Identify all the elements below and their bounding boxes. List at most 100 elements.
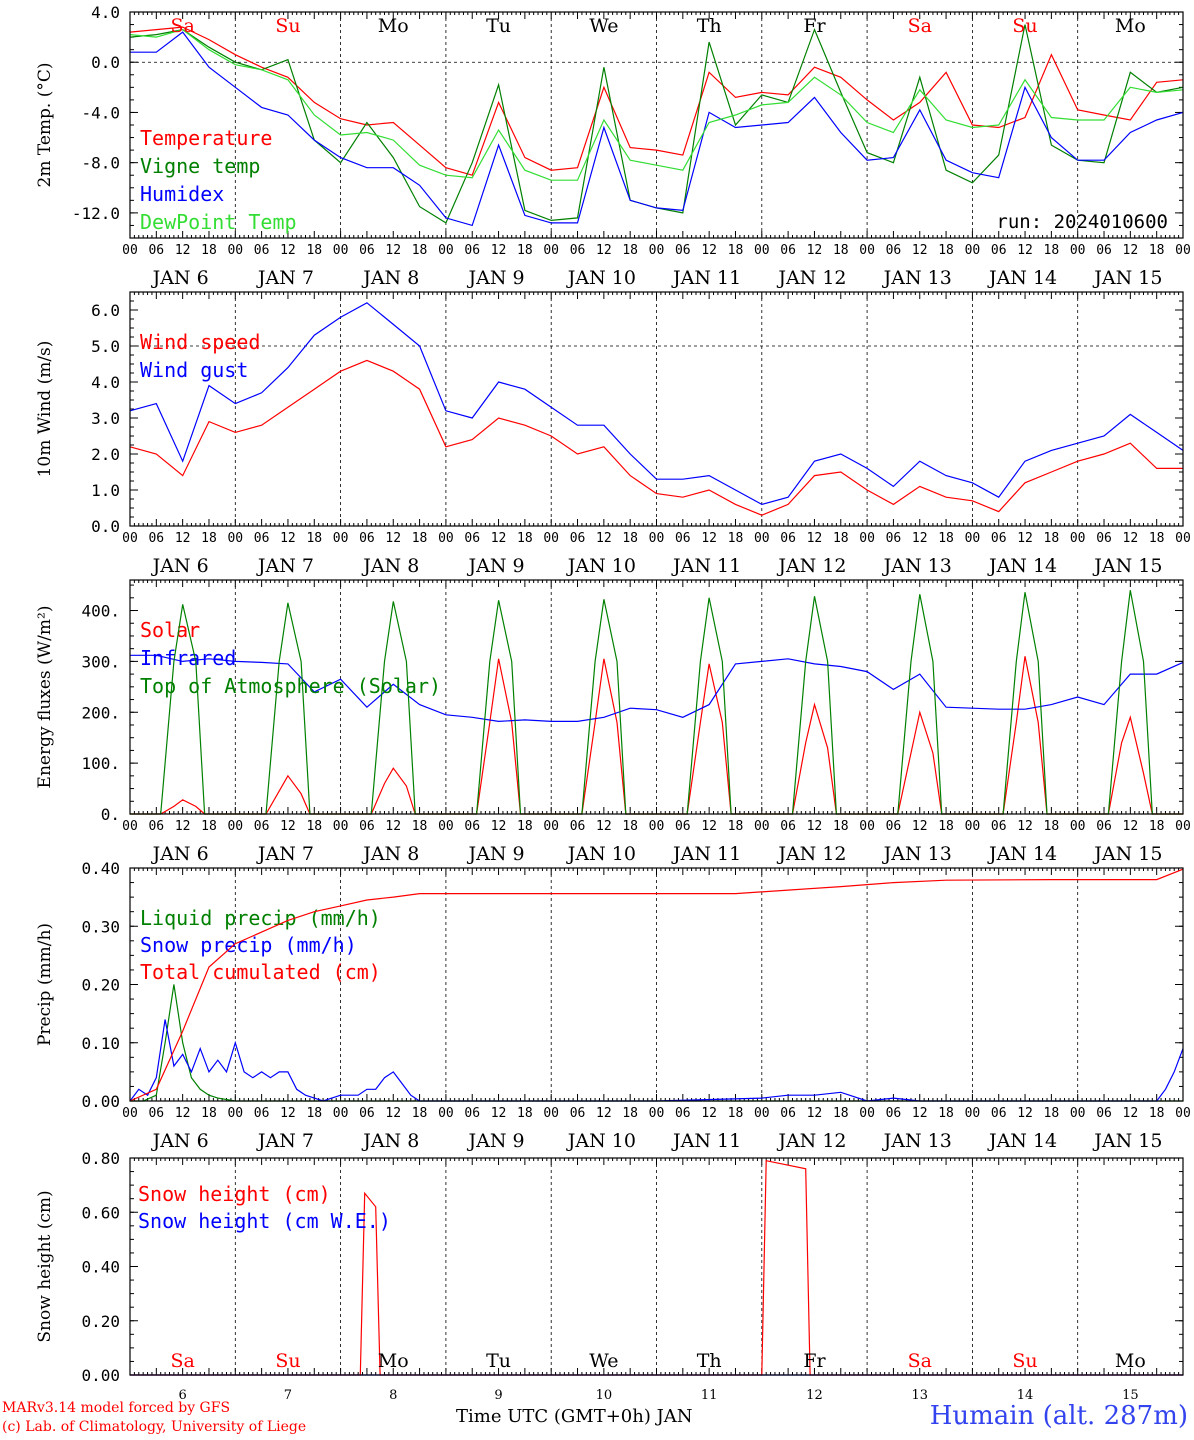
legend-entry: Top of Atmosphere (Solar) [140,674,441,698]
hour-label: 12 [385,819,401,834]
hour-label: 06 [1096,243,1112,258]
hour-label: 00 [333,243,349,258]
hour-label: 00 [965,243,981,258]
run-label: run: 2024010600 [996,211,1168,233]
y-tick-label: 0.30 [81,917,120,936]
hour-label: 06 [886,531,902,546]
date-label: JAN 15 [1092,1130,1162,1152]
hour-label: 12 [912,819,928,834]
hour-label: 18 [622,243,638,258]
hour-label: 06 [675,243,691,258]
y-tick-label: 0.20 [81,976,120,995]
hour-label: 06 [886,819,902,834]
hour-label: 12 [596,243,612,258]
hour-label: 12 [912,1106,928,1121]
hour-label: 00 [227,531,243,546]
day-number: 9 [494,1388,502,1403]
date-label: JAN 6 [151,267,209,289]
hour-label: 12 [385,531,401,546]
date-label: JAN 15 [1092,267,1162,289]
date-label: JAN 14 [987,1130,1057,1152]
y-tick-label: 3.0 [91,409,120,428]
plot-frame [129,1157,1184,1376]
hour-label: 12 [596,819,612,834]
hour-label: 00 [1070,1106,1086,1121]
hour-label: 00 [1175,1106,1191,1121]
y-tick-label: 0.00 [81,1366,120,1385]
date-label: JAN 12 [776,555,846,577]
hour-label: 12 [807,819,823,834]
hour-label: 12 [385,243,401,258]
y-tick-label: -12.0 [72,204,120,223]
weekday-label: Tu [486,15,511,37]
y-axis-label: Precip (mm/h) [35,923,55,1046]
station-label: Humain (alt. 287m) [929,1401,1188,1431]
legend-entry: Total cumulated (cm) [140,960,381,984]
hour-label: 00 [1175,819,1191,834]
legend-entry: Snow height (cm) [138,1182,331,1206]
hour-label: 00 [1070,531,1086,546]
hour-label: 06 [780,243,796,258]
hour-label: 12 [807,243,823,258]
hour-label: 06 [359,1106,375,1121]
y-tick-label: 0.60 [81,1203,120,1222]
hour-label: 12 [1017,819,1033,834]
hour-label: 00 [859,1106,875,1121]
date-label: JAN 11 [671,843,741,865]
hour-label: 12 [491,1106,507,1121]
date-label: JAN 6 [151,1130,209,1152]
y-tick-label: 1.0 [91,481,120,500]
y-axis-label: 2m Temp. (°C) [35,62,55,187]
hour-label: 00 [543,531,559,546]
y-tick-label: 0.0 [91,517,120,536]
plot-frame [129,11,1184,239]
hour-label: 06 [464,243,480,258]
date-label: JAN 8 [361,1130,419,1152]
hour-label: 00 [333,1106,349,1121]
hour-label: 00 [438,1106,454,1121]
hour-label: 00 [754,243,770,258]
date-label: JAN 11 [671,267,741,289]
hour-label: 12 [280,531,296,546]
date-label: JAN 8 [361,843,419,865]
date-label: JAN 14 [987,843,1057,865]
panel-3: 400. 300. 200. 100. 0. Energy fluxes (W/m²) So… [35,579,1191,865]
date-label: JAN 12 [776,843,846,865]
y-tick-label: -4.0 [81,103,120,122]
day-number: 14 [1017,1388,1034,1403]
date-label: JAN 7 [256,1130,314,1152]
hour-label: 00 [859,531,875,546]
hour-label: 06 [148,243,164,258]
hour-label: 18 [201,243,217,258]
date-label: JAN 10 [566,267,636,289]
date-label: JAN 14 [987,267,1057,289]
hour-label: 00 [965,1106,981,1121]
hour-label: 06 [886,243,902,258]
hour-label: 18 [517,243,533,258]
y-tick-label: 0.20 [81,1312,120,1331]
date-label: JAN 9 [467,1130,525,1152]
hour-label: 00 [649,531,665,546]
hour-label: 18 [938,531,954,546]
hour-label: 00 [649,243,665,258]
hour-label: 18 [728,1106,744,1121]
hour-label: 18 [1044,819,1060,834]
hour-label: 18 [833,243,849,258]
hour-label: 06 [254,243,270,258]
date-label: JAN 13 [882,1130,952,1152]
hour-label: 12 [385,1106,401,1121]
weekday-label: Sa [908,1350,932,1372]
hour-label: 18 [833,1106,849,1121]
hour-label: 00 [227,1106,243,1121]
hour-label: 06 [570,531,586,546]
hour-label: 12 [807,531,823,546]
hour-label: 18 [201,819,217,834]
hour-label: 00 [1070,243,1086,258]
hour-label: 00 [122,531,138,546]
y-tick-label: 2.0 [91,445,120,464]
date-label: JAN 9 [467,267,525,289]
hour-label: 18 [1044,1106,1060,1121]
weekday-label: Su [1012,15,1037,37]
hour-label: 18 [622,819,638,834]
y-tick-label: 200. [81,703,120,722]
